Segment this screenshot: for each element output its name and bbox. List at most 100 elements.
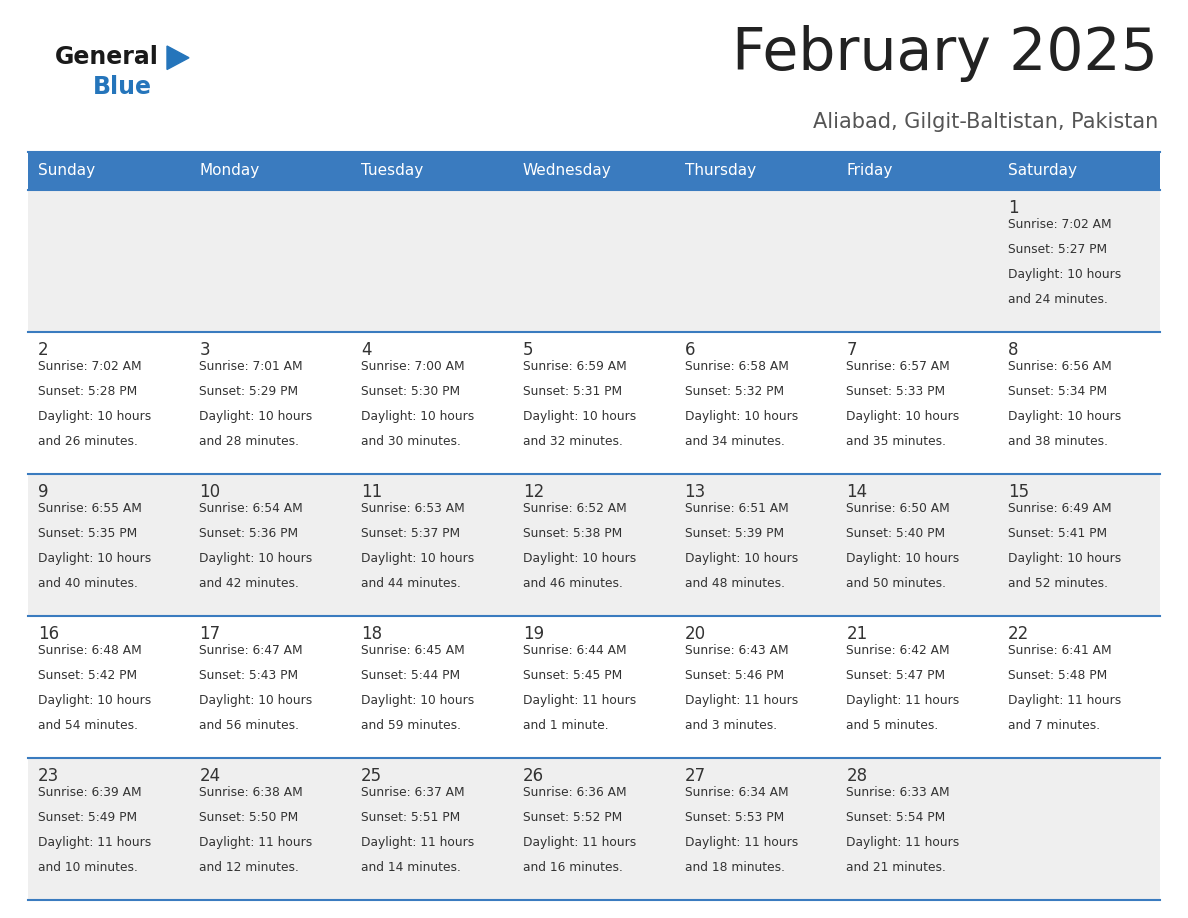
Bar [190,190,352,332]
Text: Sunrise: 6:44 AM: Sunrise: 6:44 AM [523,644,626,657]
Text: and 40 minutes.: and 40 minutes. [38,577,138,589]
Bar [836,332,998,474]
Text: 14: 14 [846,483,867,500]
Bar [513,152,675,190]
Text: Sunrise: 7:00 AM: Sunrise: 7:00 AM [361,360,465,373]
Text: Sunrise: 6:39 AM: Sunrise: 6:39 AM [38,786,141,799]
Text: Sunset: 5:47 PM: Sunset: 5:47 PM [846,669,946,682]
Text: Monday: Monday [200,163,260,178]
Text: and 7 minutes.: and 7 minutes. [1007,719,1100,732]
Text: and 59 minutes.: and 59 minutes. [361,719,461,732]
Bar [836,474,998,616]
Text: Daylight: 11 hours: Daylight: 11 hours [846,835,960,849]
Bar [29,332,190,474]
Text: and 38 minutes.: and 38 minutes. [1007,434,1108,448]
Text: Daylight: 10 hours: Daylight: 10 hours [38,694,151,707]
Text: 2: 2 [38,341,49,359]
Bar [836,616,998,758]
Text: Sunrise: 7:02 AM: Sunrise: 7:02 AM [38,360,141,373]
Text: Sunrise: 6:50 AM: Sunrise: 6:50 AM [846,502,950,515]
Text: Daylight: 11 hours: Daylight: 11 hours [846,694,960,707]
Text: Sunset: 5:50 PM: Sunset: 5:50 PM [200,811,298,823]
Text: Tuesday: Tuesday [361,163,423,178]
Text: Sunset: 5:42 PM: Sunset: 5:42 PM [38,669,137,682]
Text: 22: 22 [1007,624,1029,643]
Bar [998,474,1159,616]
Bar [352,332,513,474]
Text: and 28 minutes.: and 28 minutes. [200,434,299,448]
Text: Sunrise: 6:43 AM: Sunrise: 6:43 AM [684,644,788,657]
Text: Sunset: 5:36 PM: Sunset: 5:36 PM [200,527,298,540]
Text: Daylight: 11 hours: Daylight: 11 hours [361,835,474,849]
Text: Daylight: 10 hours: Daylight: 10 hours [1007,409,1121,422]
Bar [998,332,1159,474]
Text: Sunset: 5:43 PM: Sunset: 5:43 PM [200,669,298,682]
Text: Daylight: 10 hours: Daylight: 10 hours [1007,268,1121,281]
Text: and 12 minutes.: and 12 minutes. [200,860,299,874]
Text: Sunset: 5:37 PM: Sunset: 5:37 PM [361,527,460,540]
Text: 21: 21 [846,624,867,643]
Text: and 18 minutes.: and 18 minutes. [684,860,784,874]
Text: Sunset: 5:51 PM: Sunset: 5:51 PM [361,811,461,823]
Text: and 42 minutes.: and 42 minutes. [200,577,299,589]
Text: Daylight: 10 hours: Daylight: 10 hours [846,409,960,422]
Text: Sunset: 5:34 PM: Sunset: 5:34 PM [1007,385,1107,397]
Bar [513,332,675,474]
Text: Sunset: 5:27 PM: Sunset: 5:27 PM [1007,243,1107,256]
Text: and 46 minutes.: and 46 minutes. [523,577,623,589]
Text: and 54 minutes.: and 54 minutes. [38,719,138,732]
Text: 25: 25 [361,767,383,785]
Text: Daylight: 11 hours: Daylight: 11 hours [523,835,636,849]
Text: Sunrise: 6:51 AM: Sunrise: 6:51 AM [684,502,789,515]
Bar [29,152,190,190]
Bar [29,616,190,758]
Text: and 52 minutes.: and 52 minutes. [1007,577,1108,589]
Text: Sunrise: 6:58 AM: Sunrise: 6:58 AM [684,360,789,373]
Bar [352,616,513,758]
Text: Sunrise: 7:01 AM: Sunrise: 7:01 AM [200,360,303,373]
Text: and 26 minutes.: and 26 minutes. [38,434,138,448]
Bar [352,758,513,900]
Text: 7: 7 [846,341,857,359]
Text: and 50 minutes.: and 50 minutes. [846,577,947,589]
Bar [998,190,1159,332]
Bar [352,190,513,332]
Text: Daylight: 10 hours: Daylight: 10 hours [38,409,151,422]
Text: 13: 13 [684,483,706,500]
Text: Sunset: 5:38 PM: Sunset: 5:38 PM [523,527,623,540]
Text: Sunset: 5:53 PM: Sunset: 5:53 PM [684,811,784,823]
Bar [513,190,675,332]
Bar [675,758,836,900]
Text: Daylight: 10 hours: Daylight: 10 hours [361,409,474,422]
Bar [352,152,513,190]
Text: and 56 minutes.: and 56 minutes. [200,719,299,732]
Text: Daylight: 10 hours: Daylight: 10 hours [523,552,636,565]
Text: Daylight: 11 hours: Daylight: 11 hours [684,835,798,849]
Text: 28: 28 [846,767,867,785]
Bar [998,152,1159,190]
Text: Sunrise: 6:36 AM: Sunrise: 6:36 AM [523,786,626,799]
Text: and 35 minutes.: and 35 minutes. [846,434,947,448]
Text: Daylight: 10 hours: Daylight: 10 hours [684,552,798,565]
Text: Thursday: Thursday [684,163,756,178]
Text: Daylight: 11 hours: Daylight: 11 hours [523,694,636,707]
Text: Sunrise: 6:49 AM: Sunrise: 6:49 AM [1007,502,1112,515]
Text: 1: 1 [1007,198,1018,217]
Text: and 44 minutes.: and 44 minutes. [361,577,461,589]
Text: Sunset: 5:54 PM: Sunset: 5:54 PM [846,811,946,823]
Text: Sunrise: 6:41 AM: Sunrise: 6:41 AM [1007,644,1112,657]
Text: 16: 16 [38,624,59,643]
Text: Sunrise: 6:45 AM: Sunrise: 6:45 AM [361,644,465,657]
Text: 17: 17 [200,624,221,643]
Text: Daylight: 11 hours: Daylight: 11 hours [684,694,798,707]
Bar [190,152,352,190]
Text: and 34 minutes.: and 34 minutes. [684,434,784,448]
Text: Sunday: Sunday [38,163,95,178]
Bar [29,758,190,900]
Text: and 21 minutes.: and 21 minutes. [846,860,946,874]
Text: Sunrise: 7:02 AM: Sunrise: 7:02 AM [1007,218,1112,231]
Text: Daylight: 10 hours: Daylight: 10 hours [200,409,312,422]
Text: and 14 minutes.: and 14 minutes. [361,860,461,874]
Text: 12: 12 [523,483,544,500]
Text: Sunset: 5:33 PM: Sunset: 5:33 PM [846,385,946,397]
